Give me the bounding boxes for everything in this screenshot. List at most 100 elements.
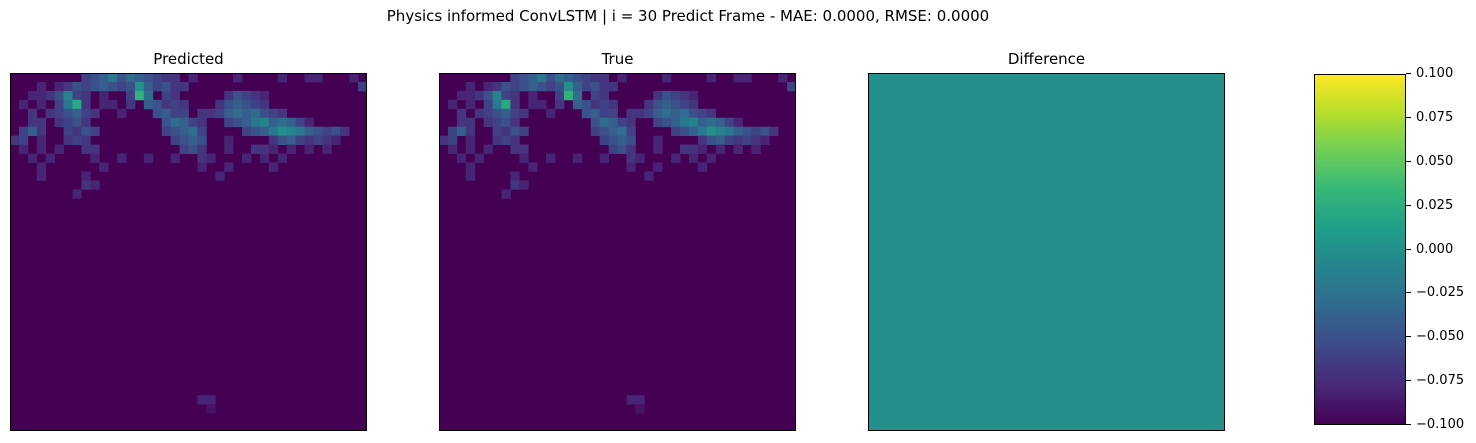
heatmap-cell [510, 73, 520, 83]
heatmap-cell [18, 144, 29, 154]
heatmap-cell [706, 126, 717, 137]
heatmap-cell [474, 153, 485, 163]
heatmap-cell [161, 99, 172, 110]
heatmap-cell [304, 144, 314, 154]
heatmap-cell [188, 73, 198, 83]
heatmap-cell [751, 144, 761, 154]
heatmap-cell [233, 108, 243, 119]
heatmap-cell [501, 108, 511, 119]
heatmap-cell [778, 73, 788, 83]
heatmap-cell [295, 135, 305, 145]
heatmap-cell [626, 162, 636, 172]
heatmap-cell [81, 126, 91, 137]
heatmap-cell [617, 73, 627, 83]
heatmap-cell [259, 90, 270, 101]
heatmap-cell [90, 81, 100, 92]
heatmap-cell [268, 162, 279, 172]
heatmap-cell [72, 99, 82, 110]
heatmap-cell [233, 90, 243, 101]
heatmap-cell [653, 90, 663, 101]
heatmap-cell [259, 153, 270, 163]
heatmap-cell [733, 135, 743, 145]
heatmap-cell [599, 135, 609, 145]
heatmap-cell [608, 117, 618, 128]
heatmap-cell [688, 117, 699, 128]
heatmap-cell [126, 73, 136, 83]
heatmap-cell [456, 153, 467, 163]
heatmap-cell [688, 90, 699, 101]
heatmap-cell [635, 153, 645, 163]
heatmap-cell [304, 117, 314, 128]
heatmap-cell [197, 135, 207, 145]
heatmap-cell [36, 90, 47, 101]
heatmap-cell [733, 73, 743, 83]
heatmap-cell [45, 153, 56, 163]
heatmap-cell [555, 73, 565, 83]
heatmap-cell [510, 171, 520, 181]
heatmap-cell [197, 153, 207, 163]
heatmap-cell [626, 395, 636, 405]
difference-panel-title: Difference [1007, 50, 1086, 68]
heatmap-cell [635, 395, 645, 405]
heatmap-cell [706, 73, 717, 83]
colorbar-tick-label: −0.025 [1416, 285, 1465, 301]
heatmap-cell [626, 126, 636, 137]
heatmap-cell [671, 99, 681, 110]
heatmap-cell [671, 90, 681, 101]
heatmap-cell [358, 81, 367, 92]
heatmap-cell [259, 99, 270, 110]
heatmap-cell [215, 108, 225, 119]
heatmap-cell [259, 108, 270, 119]
heatmap-cell [671, 108, 681, 119]
heatmap-cell [331, 135, 341, 145]
heatmap-cell [81, 108, 91, 119]
heatmap-cell [81, 171, 91, 181]
heatmap-cell [697, 126, 708, 137]
heatmap-cell [27, 90, 38, 101]
colorbar-tick-mark [1406, 204, 1411, 206]
colorbar-tick-label: −0.075 [1416, 373, 1465, 389]
heatmap-cell [456, 108, 467, 119]
heatmap-cell [72, 117, 82, 128]
heatmap-cell [447, 144, 458, 154]
heatmap-cell [688, 108, 699, 119]
heatmap-cell [742, 135, 752, 145]
heatmap-cell [599, 73, 609, 83]
heatmap-cell [501, 99, 511, 110]
heatmap-cell [197, 144, 207, 154]
colorbar-tick-mark [1406, 248, 1411, 250]
heatmap-cell [563, 81, 574, 92]
colorbar-tick-mark [1406, 336, 1411, 338]
heatmap-cell [224, 117, 234, 128]
heatmap-cell [617, 135, 627, 145]
heatmap-cell [679, 108, 690, 119]
heatmap-cell [662, 117, 672, 128]
heatmap-cell [242, 99, 252, 110]
heatmap-cell [117, 81, 127, 92]
heatmap-cell [295, 126, 305, 137]
heatmap-cell [662, 108, 672, 119]
colorbar-tick-mark [1406, 160, 1411, 162]
heatmap-cell [519, 126, 529, 137]
heatmap-cell [501, 90, 511, 101]
heatmap-cell [179, 144, 189, 154]
heatmap-cell [537, 99, 547, 110]
heatmap-cell [653, 99, 663, 110]
heatmap-cell [224, 108, 234, 119]
heatmap-cell [581, 81, 592, 92]
colorbar-tick-label: 0.025 [1416, 197, 1454, 213]
heatmap-cell [99, 90, 109, 101]
heatmap-cell [492, 99, 502, 110]
heatmap-cell [197, 126, 207, 137]
heatmap-cell [679, 90, 690, 101]
heatmap-cell [250, 117, 261, 128]
colorbar-tick-label: −0.050 [1416, 329, 1465, 345]
heatmap-cell [36, 81, 47, 92]
heatmap-cell [555, 99, 565, 110]
heatmap-cell [286, 144, 296, 154]
true-heatmap [439, 73, 796, 431]
heatmap-cell [322, 126, 332, 137]
heatmap-cell [152, 99, 163, 110]
heatmap-cell [250, 144, 261, 154]
heatmap-cell [733, 126, 743, 137]
